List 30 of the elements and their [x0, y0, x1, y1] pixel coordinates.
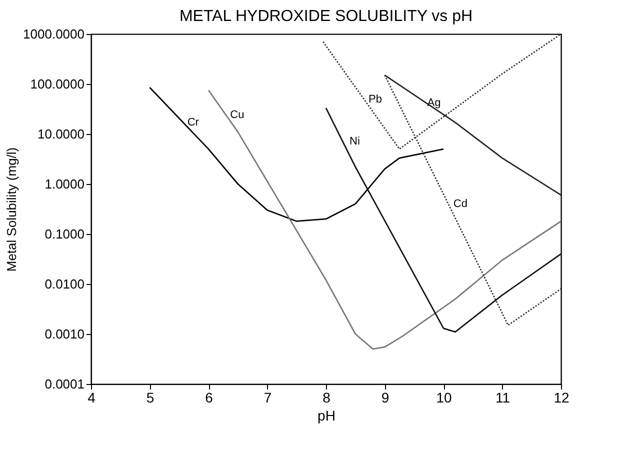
x-tick-label: 11 [495, 390, 510, 406]
x-tick-label: 7 [264, 390, 272, 406]
series-label: Ag [427, 96, 441, 109]
series-label: Pb [368, 93, 382, 106]
x-tick-label: 5 [146, 390, 154, 406]
x-tick-label: 9 [381, 390, 390, 406]
x-tick-label: 12 [554, 390, 570, 406]
y-tick-label: 10.0000 [38, 126, 84, 142]
series-label: Cu [230, 109, 244, 122]
series-label: Ni [349, 135, 360, 148]
y-tick-label: 0.0010 [44, 326, 84, 342]
y-tick-label: 1.0000 [44, 176, 84, 192]
chart-title: METAL HYDROXIDE SOLUBILITY vs pH [179, 8, 473, 25]
line-series [325, 107, 562, 333]
x-tick-label: 4 [88, 390, 96, 406]
line-series [208, 90, 562, 350]
series-label: Cd [453, 198, 468, 210]
x-tick-label: 10 [436, 390, 452, 406]
y-axis-title: Metal Solubility (mg/l) [4, 147, 20, 272]
x-tick-label: 8 [322, 390, 331, 406]
y-tick-label: 0.1000 [44, 226, 84, 242]
line-series [149, 86, 444, 222]
y-tick-label: 0.0001 [44, 376, 84, 392]
x-axis-title: pH [318, 408, 336, 424]
x-tick-label: 6 [205, 390, 214, 406]
y-tick-label: 1000.0000 [23, 26, 84, 42]
y-tick-label: 100.0000 [30, 76, 84, 92]
line-series [384, 74, 562, 196]
y-tick-label: 0.0100 [44, 276, 84, 292]
series-label: Cr [187, 116, 200, 128]
